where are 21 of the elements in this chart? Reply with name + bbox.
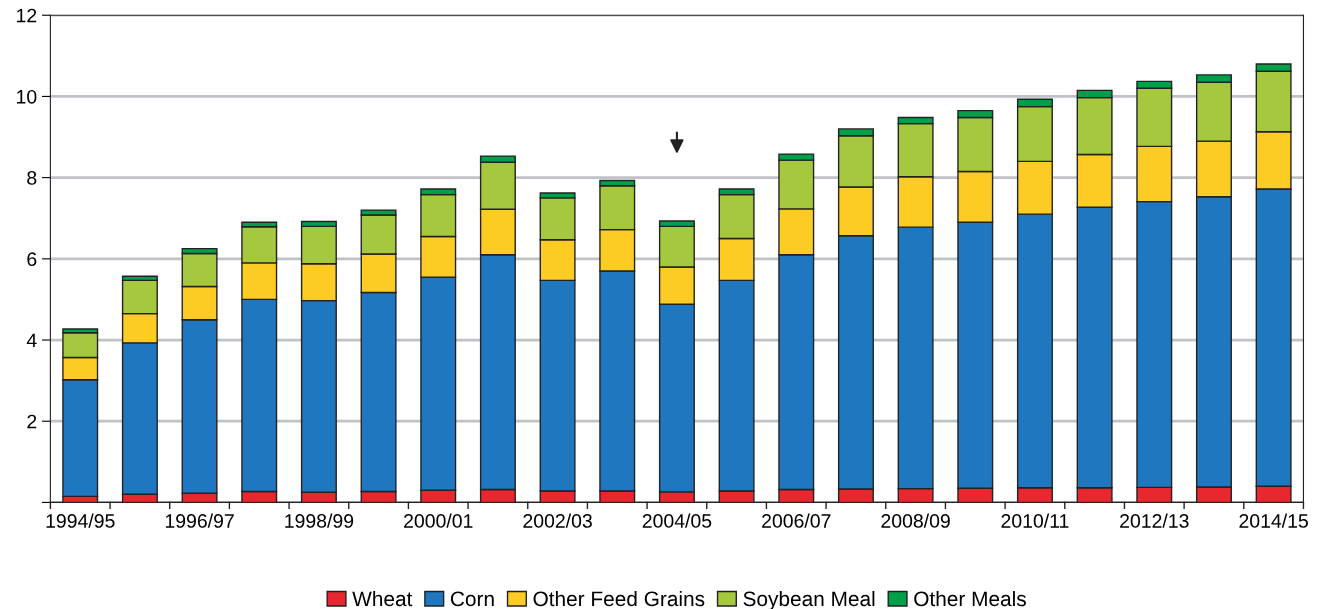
- x-tick-label: 2004/05: [642, 513, 712, 528]
- legend-label: Wheat: [352, 590, 413, 607]
- x-tick-label: 2010/11: [1001, 513, 1069, 528]
- legend-label: Other Meals: [914, 590, 1026, 607]
- x-tick-label: 1998/99: [285, 513, 354, 528]
- x-tick-label: 1994/95: [46, 513, 115, 528]
- y-tick-label: 8: [27, 171, 37, 185]
- x-tick-label: 2014/15: [1239, 513, 1308, 528]
- y-tick-label: 10: [17, 89, 37, 104]
- x-tick-label: 2000/01: [404, 513, 473, 528]
- y-tick-label: 2: [27, 414, 37, 429]
- x-tick-label: 2012/13: [1120, 513, 1189, 528]
- x-tick-label: 2006/07: [762, 513, 831, 528]
- y-tick-label: 4: [26, 333, 37, 348]
- x-tick-label: 2002/03: [523, 513, 592, 528]
- legend-label: Corn: [450, 591, 494, 607]
- y-tick-label: 12: [17, 8, 37, 23]
- legend-label: Other Feed Grains: [533, 590, 705, 607]
- x-tick-label: 2008/09: [881, 513, 950, 528]
- y-tick-label: 6: [27, 252, 37, 267]
- x-tick-label: 1996/97: [165, 513, 234, 528]
